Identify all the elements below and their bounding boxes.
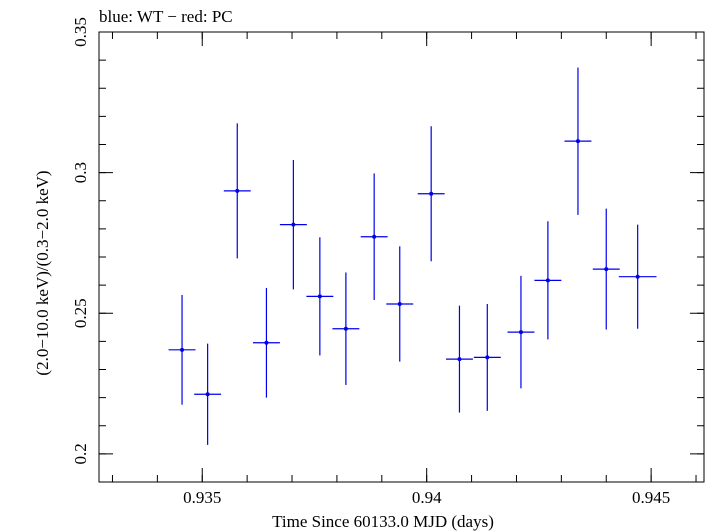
y-tick-label: 0.3 (71, 162, 90, 183)
data-marker (235, 188, 240, 193)
data-marker (604, 267, 609, 272)
y-tick-label: 0.35 (71, 17, 90, 47)
data-marker (635, 274, 640, 279)
data-marker (397, 301, 402, 306)
data-point (168, 294, 196, 405)
data-marker (457, 357, 462, 362)
data-marker (485, 355, 490, 360)
data-marker (429, 191, 434, 196)
data-points (168, 67, 657, 445)
y-tick-label: 0.2 (71, 443, 90, 464)
data-point (534, 221, 562, 340)
data-point (445, 305, 473, 413)
data-point (507, 275, 535, 389)
data-point (332, 272, 360, 385)
data-marker (372, 234, 377, 239)
plot-border (98, 31, 705, 483)
data-marker (518, 330, 523, 335)
data-marker (205, 392, 210, 397)
data-marker (291, 222, 296, 227)
data-point (473, 303, 501, 411)
data-point (386, 246, 414, 362)
data-point (417, 126, 445, 262)
data-point (306, 237, 334, 356)
x-tick-label: 0.935 (183, 488, 221, 507)
x-tick-label: 0.945 (632, 488, 670, 507)
y-axis-label: (2.0−10.0 keV)/(0.3−2.0 keV) (33, 170, 52, 375)
data-marker (317, 294, 322, 299)
data-point (223, 123, 251, 259)
data-marker (343, 326, 348, 331)
data-point (194, 343, 222, 445)
data-point (618, 224, 657, 329)
y-tick-label: 0.25 (71, 298, 90, 328)
data-point (279, 159, 307, 290)
data-marker (264, 340, 269, 345)
axis-ticks (99, 31, 704, 483)
x-axis-label: Time Since 60133.0 MJD (days) (272, 512, 494, 531)
plot-frame (98, 31, 705, 483)
x-tick-label: 0.94 (412, 488, 442, 507)
data-marker (180, 347, 185, 352)
data-marker (545, 278, 550, 283)
data-point (564, 67, 592, 215)
chart-title: blue: WT − red: PC (99, 7, 233, 26)
data-point (252, 287, 280, 398)
data-point (592, 208, 620, 330)
data-point (360, 173, 388, 301)
tick-labels: 0.935 0.94 0.945 0.2 0.25 0.3 0.35 (71, 17, 670, 507)
data-marker (575, 139, 580, 144)
